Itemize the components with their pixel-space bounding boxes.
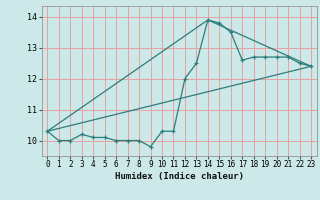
X-axis label: Humidex (Indice chaleur): Humidex (Indice chaleur) <box>115 172 244 181</box>
